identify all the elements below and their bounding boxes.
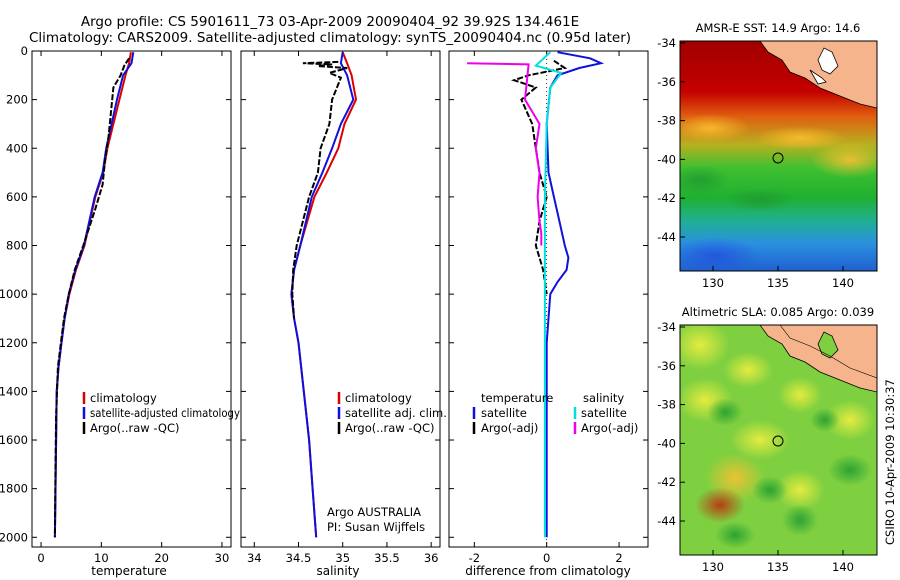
y-tick-label: 800 xyxy=(6,239,28,253)
difference-xlabel: difference from climatology xyxy=(465,564,631,578)
map-x-tick-label: 140 xyxy=(832,276,854,290)
profile-lines xyxy=(53,51,605,547)
x-tick-label: 30 xyxy=(215,551,230,565)
map-x-tick-label: 130 xyxy=(702,276,724,290)
map-y-tick-label: -42 xyxy=(657,475,676,489)
map-x-tick-label: 130 xyxy=(702,560,724,574)
legend-header-salinity: salinity xyxy=(583,391,624,405)
salinity-legend: climatology satellite adj. clim. Argo(..… xyxy=(337,391,447,435)
y-tick-label: 1400 xyxy=(0,384,28,398)
map-x-tick-label: 135 xyxy=(767,560,789,574)
sst-map-title: AMSR-E SST: 14.9 Argo: 14.6 xyxy=(696,21,861,35)
series-line-climatology xyxy=(290,51,358,538)
map-y-tick-label: -38 xyxy=(657,114,676,128)
map-y-tick-label: -40 xyxy=(657,436,676,450)
map-y-tick-label: -44 xyxy=(657,514,676,528)
map-y-tick-label: -34 xyxy=(657,320,676,334)
legend-header-temperature: temperature xyxy=(481,391,553,405)
map-ticks: 130 135 140 -34 -36 -38 -40 -42 -44 130 135 140 -34 -… xyxy=(657,36,854,574)
legend-label: Argo(-adj) xyxy=(581,421,638,435)
legend-label: satellite adj. clim. xyxy=(345,406,447,420)
y-tick-label: 200 xyxy=(6,93,28,107)
map-y-tick-label: -36 xyxy=(657,359,676,373)
legend-label: satellite xyxy=(481,406,527,420)
y-tick-label: 600 xyxy=(6,190,28,204)
series-line-climatology xyxy=(53,52,132,538)
annotation-pi: PI: Susan Wijffels xyxy=(327,520,425,534)
series-line-temperature-satellite xyxy=(545,51,605,538)
map-x-tick-label: 135 xyxy=(767,276,789,290)
x-tick-label: 20 xyxy=(154,551,169,565)
y-tick-label: 1200 xyxy=(0,336,28,350)
x-tick-label: 0 xyxy=(37,551,44,565)
x-tick-label: -2 xyxy=(469,551,480,565)
series-line-salinity-argo-adj- xyxy=(467,62,543,246)
salinity-axes xyxy=(240,50,441,548)
map-y-tick-label: -40 xyxy=(657,152,676,166)
y-tick-label: 1800 xyxy=(0,482,28,496)
map-y-tick-label: -44 xyxy=(657,230,676,244)
salinity-xlabel: salinity xyxy=(316,564,359,578)
legend-label: Argo(..raw -QC) xyxy=(345,421,435,435)
map-y-tick-label: -42 xyxy=(657,191,676,205)
sla-map xyxy=(680,325,877,555)
y-tick-label: 400 xyxy=(6,141,28,155)
annotation-argo-australia: Argo AUSTRALIA xyxy=(327,505,421,519)
series-line-satellite-adjusted-climatology xyxy=(53,52,135,538)
x-tick-label: 0 xyxy=(543,551,550,565)
legend-label: climatology xyxy=(90,391,157,405)
x-tick-label: 36 xyxy=(424,551,439,565)
footer-stamp: CSIRO 10-Apr-2009 10:30:37 xyxy=(883,379,897,545)
difference-legend: temperature salinity satellite Argo(-adj… xyxy=(472,391,638,435)
difference-axes xyxy=(448,50,649,548)
series-line-temperature-argo-adj- xyxy=(510,59,568,295)
y-tick-label: 1600 xyxy=(0,433,28,447)
x-tick-label: 34.5 xyxy=(286,551,312,565)
map-y-tick-label: -36 xyxy=(657,75,676,89)
x-tick-label: 2 xyxy=(615,551,622,565)
x-tick-label: 34 xyxy=(247,551,262,565)
profile-panels xyxy=(31,50,649,548)
map-x-tick-label: 140 xyxy=(832,560,854,574)
y-tick-label: 2000 xyxy=(0,530,28,544)
series-line-satellite-adj-clim- xyxy=(290,52,355,538)
x-tick-label: 10 xyxy=(94,551,109,565)
series-line-salinity-satellite xyxy=(533,51,563,538)
map-y-tick-label: -34 xyxy=(657,36,676,50)
legend-label: climatology xyxy=(345,391,412,405)
temperature-axes xyxy=(31,50,232,548)
figure-title-line2: Climatology: CARS2009. Satellite-adjuste… xyxy=(29,30,631,46)
legend-label: satellite-adjusted climatology xyxy=(90,406,240,420)
temperature-xlabel: temperature xyxy=(91,564,166,578)
figure-title-line1: Argo profile: CS 5901611_73 03-Apr-2009 … xyxy=(81,14,579,30)
temperature-legend: climatology satellite-adjusted climatolo… xyxy=(82,391,240,435)
legend-label: Argo(-adj) xyxy=(481,421,538,435)
y-tick-label: 0 xyxy=(21,44,28,58)
axis-ticks: 0 10 20 30020040060080010001200140016001800… xyxy=(0,44,648,565)
y-tick-label: 1000 xyxy=(0,287,28,301)
sst-map xyxy=(680,41,877,271)
map-y-tick-label: -38 xyxy=(657,398,676,412)
sla-map-title: Altimetric SLA: 0.085 Argo: 0.039 xyxy=(682,305,874,319)
legend-label: Argo(..raw -QC) xyxy=(90,421,180,435)
series-line-argo-raw-qc- xyxy=(291,60,348,319)
x-tick-label: 35 xyxy=(335,551,350,565)
legend-label: satellite xyxy=(581,406,627,420)
series-line-argo-raw-qc- xyxy=(53,57,130,538)
x-tick-label: 35.5 xyxy=(374,551,400,565)
